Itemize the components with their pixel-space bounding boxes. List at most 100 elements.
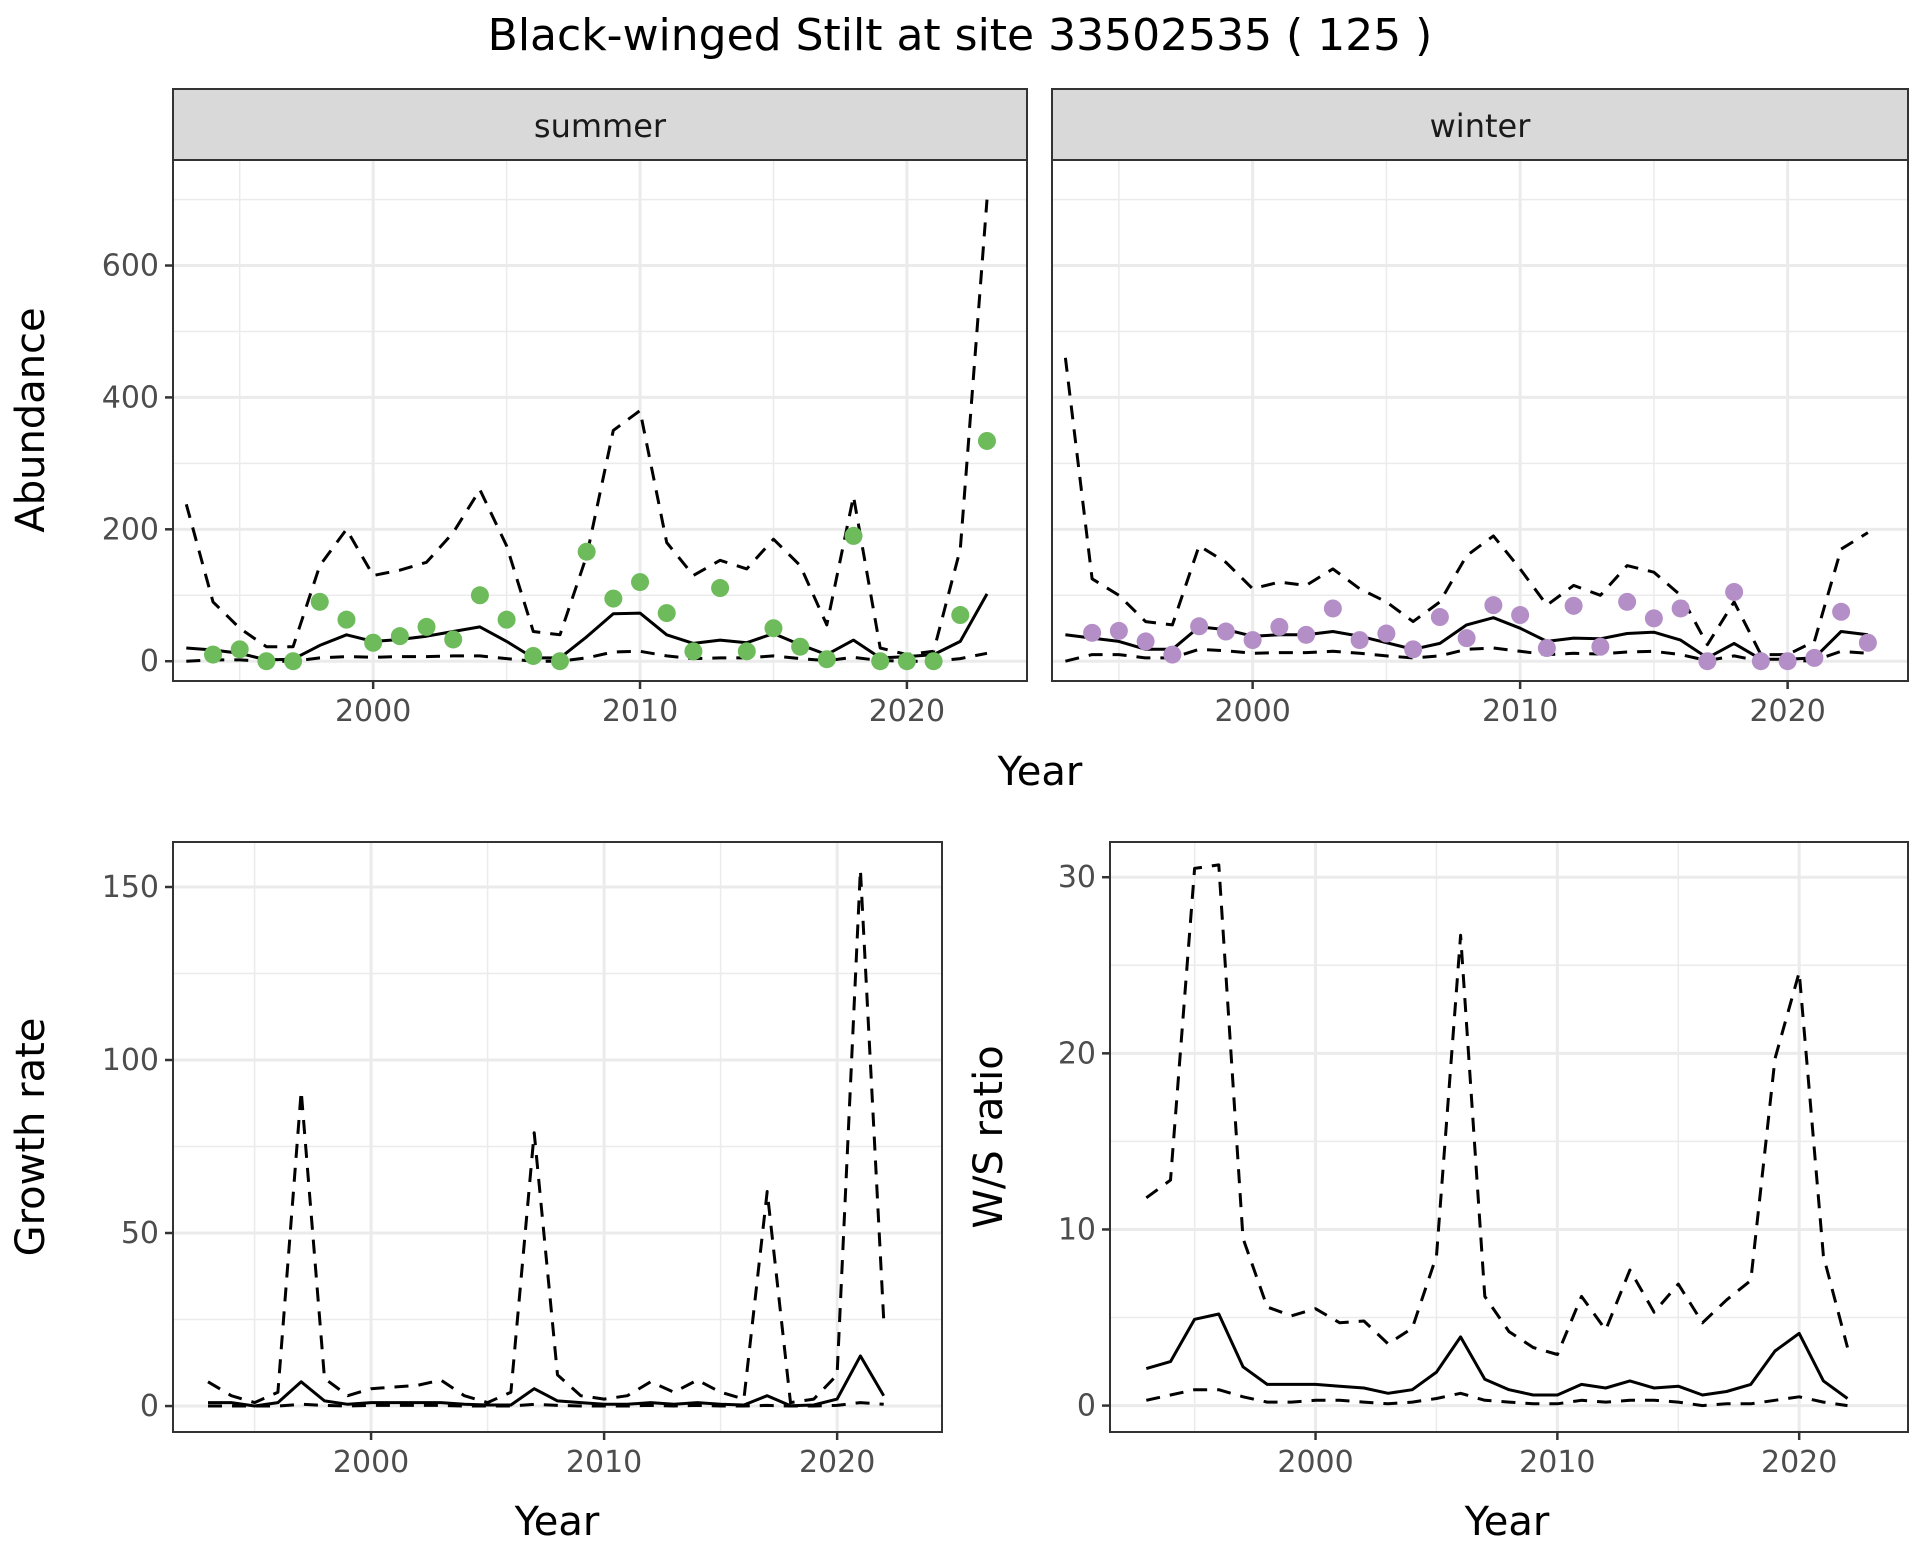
observed-point	[310, 592, 329, 611]
observed-point	[951, 606, 970, 625]
panel-winter: winter 2000 2010 2020	[1051, 88, 1909, 729]
y-tick-label: 20	[1058, 1036, 1096, 1071]
observed-point	[230, 640, 249, 659]
observed-point	[550, 652, 569, 671]
observed-point	[711, 579, 730, 598]
y-tick-label: 150	[102, 870, 159, 905]
observed-point	[604, 589, 623, 608]
y-tick-label: 10	[1058, 1212, 1096, 1247]
panel-border	[1051, 159, 1909, 682]
observed-point	[577, 542, 596, 561]
y-tick-label: 200	[102, 512, 159, 547]
observed-point	[1484, 596, 1503, 615]
y-tick-label: 50	[121, 1216, 159, 1251]
observed-point	[684, 642, 703, 661]
panel-background	[1110, 842, 1908, 1432]
series-line-estimate	[186, 593, 989, 662]
observed-point	[1591, 637, 1610, 656]
observed-point	[1377, 624, 1396, 643]
x-axis-title-growth: Year	[514, 1499, 600, 1545]
x-tick-label: 2010	[1482, 694, 1558, 729]
series-line-estimate	[208, 1354, 885, 1408]
x-tick-label: 2000	[1214, 694, 1290, 729]
observed-point	[1270, 617, 1289, 636]
observed-point	[204, 645, 223, 664]
y-axis-title-ws-ratio: W/S ratio	[966, 1045, 1012, 1228]
panel-summer: summer 2000 2010 2020 0 200 400 600	[102, 88, 1028, 729]
observed-point	[390, 627, 409, 646]
x-tick-label: 2010	[1519, 1445, 1595, 1480]
y-axis-title-abundance: Abundance	[8, 307, 54, 532]
observed-point	[337, 610, 356, 629]
series-line-lower	[1065, 646, 1869, 663]
observed-point	[631, 573, 650, 592]
observed-point	[1457, 629, 1476, 648]
x-tick-label: 2010	[566, 1445, 642, 1480]
observed-point	[470, 586, 489, 605]
observed-point	[657, 604, 676, 623]
observed-point	[1297, 625, 1316, 644]
observed-point	[1190, 617, 1209, 636]
observed-point	[1564, 596, 1583, 615]
series-line-upper	[207, 868, 886, 1405]
strip-winter-label: winter	[1430, 107, 1532, 145]
observed-point	[1618, 592, 1637, 611]
series-line-estimate	[1145, 1312, 1849, 1400]
observed-point	[1430, 608, 1449, 627]
observed-point	[1163, 645, 1182, 664]
y-axis-title-growth: Growth rate	[8, 1018, 54, 1257]
series-line-lower	[186, 649, 988, 663]
series-line-upper	[1145, 863, 1849, 1356]
panel-border	[172, 159, 1028, 682]
panel-background	[173, 842, 942, 1432]
observed-point	[1644, 609, 1663, 628]
strip-summer-label: summer	[534, 107, 667, 145]
plot-area-winter: 2000 2010 2020	[1051, 159, 1909, 729]
observed-point	[1350, 631, 1369, 650]
observed-point	[444, 630, 463, 649]
panel-background	[173, 160, 1027, 681]
observed-point	[871, 652, 890, 671]
y-tick-label: 0	[1077, 1389, 1096, 1424]
observed-point	[1751, 652, 1770, 671]
figure-title: Black-winged Stilt at site 33502535 ( 12…	[488, 10, 1433, 61]
observed-point	[1671, 599, 1690, 618]
observed-point	[764, 619, 783, 638]
plot-area-summer: 2000 2010 2020 0 200 400 600	[102, 159, 1028, 729]
observed-point	[364, 633, 383, 652]
y-tick-label: 0	[140, 644, 159, 679]
x-tick-label: 2010	[602, 694, 678, 729]
panel-background	[1052, 160, 1908, 681]
observed-point	[817, 650, 836, 669]
observed-point	[1404, 640, 1423, 659]
strip-winter-bg	[1051, 88, 1909, 161]
observed-point	[924, 652, 943, 671]
series-line-upper	[1063, 357, 1869, 657]
observed-point	[417, 617, 436, 636]
observed-point	[1778, 652, 1797, 671]
observed-point	[737, 642, 756, 661]
panel-border	[172, 841, 943, 1433]
observed-point	[844, 526, 863, 545]
x-axis-title-ws-ratio: Year	[1464, 1499, 1550, 1545]
observed-point	[791, 637, 810, 656]
plot-area-ws-ratio: 2000 2010 2020 0 10 20 30	[1058, 841, 1909, 1480]
observed-point	[897, 652, 916, 671]
x-tick-label: 2020	[869, 694, 945, 729]
observed-point	[1832, 602, 1851, 621]
x-tick-label: 2000	[333, 1445, 409, 1480]
observed-point	[524, 646, 543, 665]
strip-summer-bg	[172, 88, 1028, 161]
y-tick-label: 400	[102, 380, 159, 415]
observed-point	[257, 652, 276, 671]
observed-point	[284, 652, 303, 671]
observed-point	[1725, 582, 1744, 601]
x-axis-title-top: Year	[997, 749, 1083, 795]
observed-point	[1858, 633, 1877, 652]
y-tick-label: 0	[140, 1389, 159, 1424]
x-tick-label: 2000	[335, 694, 411, 729]
observed-point	[497, 610, 516, 629]
x-tick-label: 2020	[799, 1445, 875, 1480]
observed-point	[1243, 631, 1262, 650]
